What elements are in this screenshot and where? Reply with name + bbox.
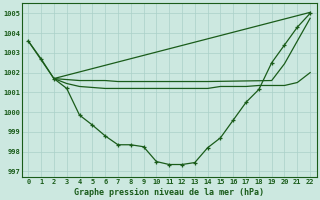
X-axis label: Graphe pression niveau de la mer (hPa): Graphe pression niveau de la mer (hPa)	[74, 188, 264, 197]
